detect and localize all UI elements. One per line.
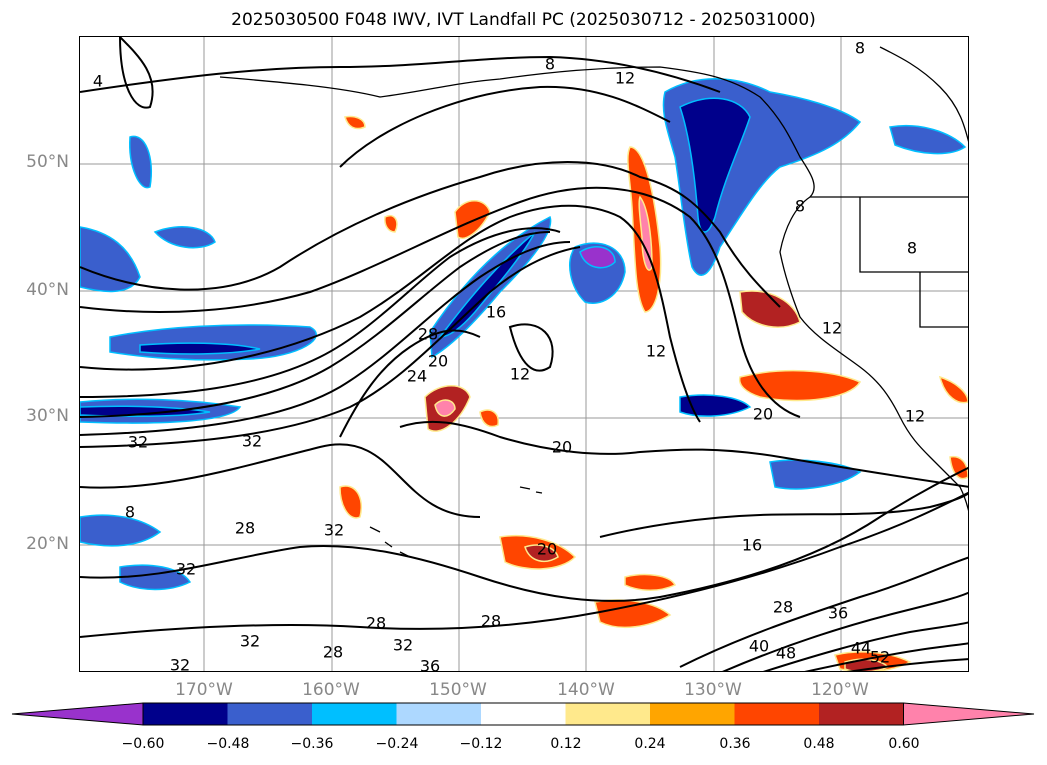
colorbar-segment bbox=[734, 703, 820, 725]
colorbar-extend-low bbox=[11, 702, 144, 726]
contour-label: 36 bbox=[828, 604, 848, 623]
colorbar-segment bbox=[650, 703, 735, 725]
colorbar-segment bbox=[227, 703, 313, 725]
colorbar-tick-label: 0.48 bbox=[803, 736, 835, 752]
contour-label: 48 bbox=[776, 644, 796, 663]
contour-label: 40 bbox=[749, 637, 769, 656]
colorbar bbox=[11, 702, 1035, 726]
map-panel: 4 8 8 12 8 8 16 12 28 24 20 12 20 20 12 … bbox=[79, 36, 969, 672]
contour-label: 32 bbox=[324, 521, 344, 540]
lon-tick-label: 170°W bbox=[175, 680, 233, 700]
contour-label: 32 bbox=[170, 656, 190, 673]
lat-tick-label: 40°N bbox=[26, 280, 69, 300]
colorbar-tick-label: 0.60 bbox=[888, 736, 920, 752]
contour-label: 12 bbox=[905, 407, 925, 426]
lat-tick-label: 20°N bbox=[26, 534, 69, 554]
contour-label: 32 bbox=[393, 636, 413, 655]
contour-label: 16 bbox=[486, 303, 506, 322]
contour-label: 8 bbox=[125, 503, 135, 522]
contour-label: 28 bbox=[773, 598, 793, 617]
colorbar-tick-label: −0.36 bbox=[290, 736, 334, 752]
colorbar-tick-label: 0.36 bbox=[719, 736, 751, 752]
lon-tick-label: 130°W bbox=[684, 680, 742, 700]
contour-label: 20 bbox=[552, 438, 572, 457]
contour-label: 20 bbox=[753, 405, 773, 424]
colorbar-tick-label: −0.12 bbox=[459, 736, 503, 752]
lon-tick-label: 140°W bbox=[557, 680, 615, 700]
lat-tick-label: 50°N bbox=[26, 152, 69, 172]
contour-label: 28 bbox=[323, 643, 343, 662]
contour-label: 28 bbox=[235, 519, 255, 538]
colorbar-segment bbox=[312, 703, 397, 725]
contour-label: 20 bbox=[537, 540, 557, 559]
colorbar-tick-label: −0.60 bbox=[121, 736, 165, 752]
contour-label: 8 bbox=[545, 55, 555, 74]
colorbar-tick-label: −0.24 bbox=[375, 736, 419, 752]
contour-labels: 4 8 8 12 8 8 16 12 28 24 20 12 20 20 12 … bbox=[93, 39, 925, 673]
colorbar-tick-label: 0.12 bbox=[550, 736, 582, 752]
colorbar-segment bbox=[565, 703, 651, 725]
contour-label: 44 bbox=[851, 639, 871, 658]
lon-tick-label: 160°W bbox=[302, 680, 360, 700]
colorbar-outline bbox=[142, 702, 904, 726]
colorbar-tick-label: 0.24 bbox=[634, 736, 666, 752]
coastlines bbox=[219, 46, 968, 558]
contour-label: 36 bbox=[420, 657, 440, 673]
colorbar-segment bbox=[819, 703, 904, 725]
colorbar-tick-label: −0.48 bbox=[206, 736, 250, 752]
contour-label: 52 bbox=[870, 648, 890, 667]
contour-label: 28 bbox=[481, 612, 501, 631]
lon-tick-label: 150°W bbox=[429, 680, 487, 700]
colorbar-extend-high bbox=[903, 702, 1035, 726]
contour-label: 28 bbox=[418, 325, 438, 344]
positive-anomaly-shading bbox=[339, 115, 968, 671]
contour-label: 8 bbox=[795, 197, 805, 216]
colorbar-segment bbox=[481, 703, 566, 725]
contour-label: 32 bbox=[128, 433, 148, 452]
contour-label: 4 bbox=[93, 72, 103, 91]
contour-label: 12 bbox=[646, 342, 666, 361]
contour-label: 12 bbox=[822, 319, 842, 338]
contour-label: 12 bbox=[615, 69, 635, 88]
contour-label: 12 bbox=[510, 365, 530, 384]
ivt-contours bbox=[80, 37, 968, 671]
map-title: 2025030500 F048 IWV, IVT Landfall PC (20… bbox=[231, 10, 816, 30]
contour-label: 8 bbox=[907, 239, 917, 258]
lat-tick-label: 30°N bbox=[26, 406, 69, 426]
contour-label: 20 bbox=[428, 352, 448, 371]
colorbar-segment bbox=[396, 703, 482, 725]
contour-label: 8 bbox=[855, 39, 865, 58]
contour-label: 32 bbox=[240, 632, 260, 651]
contour-label: 32 bbox=[242, 432, 262, 451]
contour-label: 28 bbox=[366, 614, 386, 633]
contour-label: 16 bbox=[742, 536, 762, 555]
map-plot-area: 4 8 8 12 8 8 16 12 28 24 20 12 20 20 12 … bbox=[80, 37, 968, 673]
lon-tick-label: 120°W bbox=[811, 680, 869, 700]
contour-label: 32 bbox=[176, 560, 196, 579]
contour-label: 24 bbox=[407, 367, 427, 386]
colorbar-segment bbox=[143, 703, 228, 725]
